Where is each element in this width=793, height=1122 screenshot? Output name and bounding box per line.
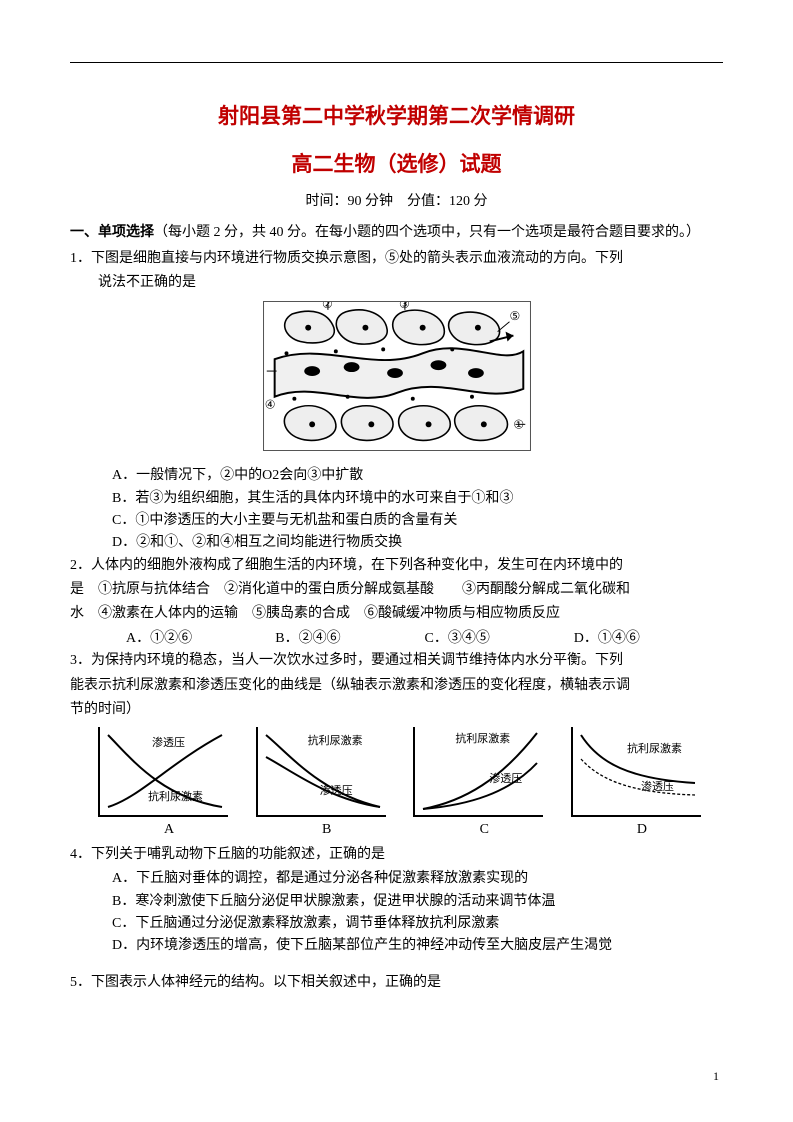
q4-stem: 4．下列关于哺乳动物下丘脑的功能叙述，正确的是 — [70, 844, 723, 866]
curve-label: 渗透压 — [152, 735, 185, 753]
q1-stem-line2: 说法不正确的是 — [70, 272, 723, 294]
chart-id-label: A — [98, 819, 240, 841]
fig-label-3: ③ — [398, 301, 409, 311]
section-1-desc: （每小题 2 分，共 40 分。在每小题的四个选项中，只有一个选项是最符合题目要… — [154, 225, 700, 240]
q1-optC: C．①中渗透压的大小主要与无机盐和蛋白质的含量有关 — [70, 510, 723, 532]
q4-optA: A．下丘脑对垂体的调控，都是通过分泌各种促激素释放激素实现的 — [70, 868, 723, 890]
q2-line2: 是 ①抗原与抗体结合 ②消化道中的蛋白质分解成氨基酸 ③丙酮酸分解成二氧化碳和 — [70, 579, 723, 601]
q4-optB: B．寒冷刺激使下丘脑分泌促甲状腺激素，促进甲状腺的活动来调节体温 — [70, 891, 723, 913]
chart-D: 抗利尿激素渗透压D — [571, 727, 713, 841]
fig-label-5: ⑤ — [509, 309, 520, 323]
doc-meta: 时间：90 分钟 分值：120 分 — [70, 191, 723, 213]
spacer — [70, 958, 723, 972]
q1-optB: B．若③为组织细胞，其生活的具体内环境中的水可来自于①和③ — [70, 488, 723, 510]
chart-id-label: C — [413, 819, 555, 841]
curve-label: 抗利尿激素 — [308, 733, 363, 751]
page-number: 1 — [713, 1067, 719, 1086]
curve-label: 渗透压 — [489, 771, 522, 789]
section-1-head: 一、单项选择（每小题 2 分，共 40 分。在每小题的四个选项中，只有一个选项是… — [70, 222, 723, 244]
curve-label: 抗利尿激素 — [627, 741, 682, 759]
q2-line3: 水 ④激素在人体内的运输 ⑤胰岛素的合成 ⑥酸碱缓冲物质与相应物质反应 — [70, 603, 723, 625]
q1-figure: ② ③ ⑤ ④ ① — [70, 301, 723, 459]
chart-A: 渗透压抗利尿激素A — [98, 727, 240, 841]
q2-optD: D．①④⑥ — [574, 628, 723, 650]
fig-label-4: ④ — [264, 397, 275, 411]
q2-optA: A．①②⑥ — [126, 628, 275, 650]
cell-diagram-icon: ② ③ ⑤ ④ ① — [263, 301, 531, 451]
q1-optD: D．②和①、②和④相互之间均能进行物质交换 — [70, 532, 723, 554]
q2-optB: B．②④⑥ — [275, 628, 424, 650]
q3-charts: 渗透压抗利尿激素A抗利尿激素渗透压B抗利尿激素渗透压C抗利尿激素渗透压D — [70, 723, 723, 843]
chart-id-label: B — [256, 819, 398, 841]
chart-id-label: D — [571, 819, 713, 841]
chart-B: 抗利尿激素渗透压B — [256, 727, 398, 841]
chart-frame-A: 渗透压抗利尿激素 — [98, 727, 228, 817]
q2-line1: 2．人体内的细胞外液构成了细胞生活的内环境，在下列各种变化中，发生可在内环境中的 — [70, 555, 723, 577]
chart-C: 抗利尿激素渗透压C — [413, 727, 555, 841]
chart-frame-C: 抗利尿激素渗透压 — [413, 727, 543, 817]
q1-optA: A．一般情况下，②中的O2会向③中扩散 — [70, 465, 723, 487]
fig-label-2: ② — [322, 301, 333, 311]
q4-optC: C．下丘脑通过分泌促激素释放激素，调节垂体释放抗利尿激素 — [70, 913, 723, 935]
doc-title-1: 射阳县第二中学秋学期第二次学情调研 — [70, 100, 723, 134]
q3-line1: 3．为保持内环境的稳态，当人一次饮水过多时，要通过相关调节维持体内水分平衡。下列 — [70, 650, 723, 672]
curve-label: 渗透压 — [320, 783, 353, 801]
fig-label-1: ① — [513, 417, 524, 431]
top-rule — [70, 62, 723, 63]
curve-label: 抗利尿激素 — [148, 789, 203, 807]
q2-optC: C．③④⑤ — [425, 628, 574, 650]
q3-line2: 能表示抗利尿激素和渗透压变化的曲线是（纵轴表示激素和渗透压的变化程度，横轴表示调 — [70, 675, 723, 697]
doc-title-2: 高二生物（选修）试题 — [70, 148, 723, 182]
section-1-label: 一、单项选择 — [70, 225, 154, 240]
chart-frame-B: 抗利尿激素渗透压 — [256, 727, 386, 817]
q4-optD: D．内环境渗透压的增高，使下丘脑某部位产生的神经冲动传至大脑皮层产生渴觉 — [70, 935, 723, 957]
q2-options: A．①②⑥ B．②④⑥ C．③④⑤ D．①④⑥ — [70, 628, 723, 650]
q1-stem-line1: 1．下图是细胞直接与内环境进行物质交换示意图，⑤处的箭头表示血液流动的方向。下列 — [70, 248, 723, 270]
q5-stem: 5．下图表示人体神经元的结构。以下相关叙述中，正确的是 — [70, 972, 723, 994]
curve-label: 抗利尿激素 — [455, 731, 510, 749]
q3-line3: 节的时间） — [70, 699, 723, 721]
curve-label: 渗透压 — [641, 779, 674, 797]
chart-frame-D: 抗利尿激素渗透压 — [571, 727, 701, 817]
